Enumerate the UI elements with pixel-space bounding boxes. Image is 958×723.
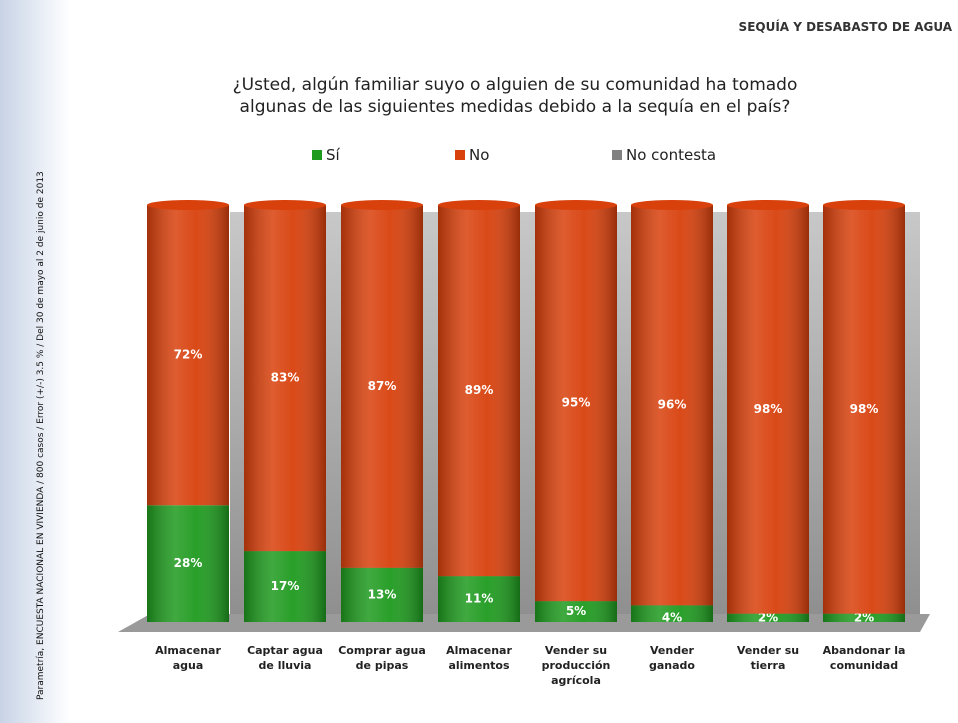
value-label: 5% [566, 604, 586, 618]
legend-label: No contesta [626, 146, 717, 164]
bar-top [341, 200, 423, 210]
legend-item: Sí [312, 146, 340, 164]
bar-shading [631, 205, 713, 606]
value-label: 96% [658, 398, 687, 412]
x-tick-label: Almacenar agua [155, 644, 221, 672]
value-label: 87% [368, 379, 397, 393]
bar-shading [244, 551, 326, 622]
legend-label: No [469, 146, 490, 164]
bar-shading [438, 576, 520, 622]
bar-shading [535, 601, 617, 622]
x-tick-label: Vender su producción agrícola [541, 644, 611, 687]
x-tick-label: Almacenar alimentos [446, 644, 512, 672]
value-label: 17% [271, 579, 300, 593]
bar-shading [727, 205, 809, 614]
value-label: 13% [368, 587, 397, 601]
side-strip [0, 0, 70, 723]
bar-shading [535, 205, 617, 602]
x-tick-label: Vender su tierra [736, 644, 800, 672]
legend-swatch [612, 150, 622, 160]
source-note: Parametría, ENCUESTA NACIONAL EN VIVIEND… [36, 171, 46, 700]
legend-label: Sí [326, 146, 340, 164]
x-tick-label: Comprar agua de pipas [338, 644, 426, 672]
bar-shading [727, 613, 809, 622]
bar-top [147, 200, 229, 210]
bar-top [727, 200, 809, 210]
bar-shading [438, 205, 520, 577]
bar-shading [147, 205, 229, 506]
value-label: 4% [662, 611, 682, 625]
value-label: 2% [854, 611, 874, 625]
value-label: 72% [174, 348, 203, 362]
value-label: 83% [271, 371, 300, 385]
x-tick-label: Abandonar la comunidad [822, 644, 906, 672]
value-label: 98% [754, 402, 783, 416]
x-tick-label: Captar agua de lluvia [247, 644, 323, 672]
bar-top [244, 200, 326, 210]
legend-item: No contesta [612, 146, 716, 164]
value-label: 95% [562, 396, 591, 410]
value-label: 28% [174, 556, 203, 570]
bar-top [823, 200, 905, 210]
subtitle: SEQUÍA Y DESABASTO DE AGUA [738, 20, 952, 34]
bar-shading [823, 205, 905, 614]
bar-shading [341, 567, 423, 622]
bar-top [631, 200, 713, 210]
bar-shading [341, 205, 423, 568]
bar-top [535, 200, 617, 210]
value-label: 11% [465, 592, 494, 606]
value-label: 2% [758, 611, 778, 625]
legend-item: No [455, 146, 489, 164]
bar-shading [147, 505, 229, 622]
bar-shading [631, 605, 713, 622]
x-tick-label: Vender ganado [649, 644, 695, 672]
bar-shading [823, 613, 905, 622]
value-label: 98% [850, 402, 879, 416]
chart-title: ¿Usted, algún familiar suyo o alguien de… [232, 75, 798, 117]
legend-swatch [455, 150, 465, 160]
bar-top [438, 200, 520, 210]
bar-shading [244, 205, 326, 552]
value-label: 89% [465, 383, 494, 397]
legend-swatch [312, 150, 322, 160]
